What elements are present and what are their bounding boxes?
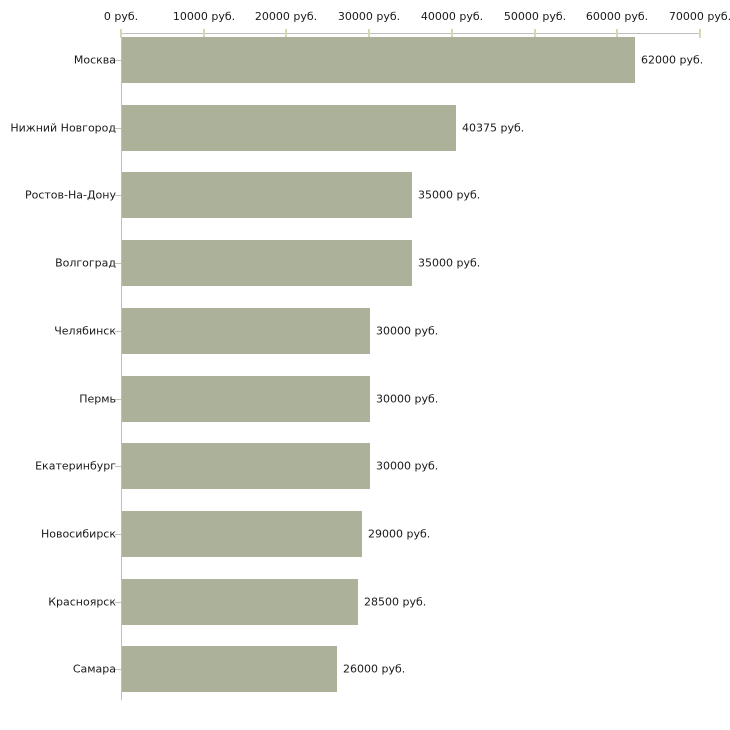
category-label: Нижний Новгород [10, 121, 116, 135]
x-axis-line [121, 33, 701, 34]
category-label: Екатеринбург [35, 459, 116, 473]
bar-1 [122, 37, 635, 83]
bar-5 [122, 308, 370, 354]
x-axis-tick-label: 20000 руб. [254, 10, 318, 23]
category-label: Челябинск [54, 324, 116, 338]
x-axis-tick-label: 60000 руб. [585, 10, 649, 23]
x-axis-tick-mark [120, 29, 122, 38]
bar-3 [122, 172, 412, 218]
value-label: 62000 руб. [641, 53, 704, 67]
y-axis-tick-mark [115, 128, 121, 129]
category-label: Пермь [79, 392, 116, 406]
y-axis-line [121, 33, 122, 700]
x-axis-tick-mark [451, 29, 453, 38]
y-axis-tick-mark [115, 399, 121, 400]
bar-2 [122, 105, 456, 151]
y-axis-tick-mark [115, 669, 121, 670]
x-axis-tick-label: 0 руб. [103, 10, 139, 23]
x-axis-tick-label: 10000 руб. [172, 10, 236, 23]
bar-8 [122, 511, 362, 557]
category-label: Красноярск [48, 595, 116, 609]
y-axis-tick-mark [115, 60, 121, 61]
y-axis-tick-mark [115, 466, 121, 467]
category-label: Новосибирск [40, 527, 116, 541]
x-axis-tick-mark [368, 29, 370, 38]
y-axis-tick-mark [115, 195, 121, 196]
bar-6 [122, 376, 370, 422]
x-axis-tick-label: 70000 руб. [668, 10, 730, 23]
category-label: Ростов-На-Дону [24, 188, 116, 202]
y-axis-tick-mark [115, 331, 121, 332]
category-label: Волгоград [55, 256, 116, 270]
value-label: 30000 руб. [376, 324, 439, 338]
y-axis-tick-mark [115, 263, 121, 264]
y-axis-tick-mark [115, 602, 121, 603]
x-axis-tick-mark [203, 29, 205, 38]
y-axis-tick-mark [115, 534, 121, 535]
category-label: Самара [72, 662, 116, 676]
x-axis-tick-mark [534, 29, 536, 38]
value-label: 30000 руб. [376, 459, 439, 473]
bar-7 [122, 443, 370, 489]
category-label: Москва [73, 53, 116, 67]
x-axis-tick-label: 50000 руб. [503, 10, 567, 23]
x-axis-tick-mark [285, 29, 287, 38]
bar-9 [122, 579, 358, 625]
value-label: 35000 руб. [418, 188, 481, 202]
value-label: 26000 руб. [343, 662, 406, 676]
bar-4 [122, 240, 412, 286]
value-label: 35000 руб. [418, 256, 481, 270]
value-label: 30000 руб. [376, 392, 439, 406]
value-label: 29000 руб. [368, 527, 431, 541]
x-axis-tick-label: 30000 руб. [337, 10, 401, 23]
value-label: 40375 руб. [462, 121, 525, 135]
x-axis-tick-label: 40000 руб. [420, 10, 484, 23]
x-axis-tick-mark [616, 29, 618, 38]
x-axis-tick-mark [699, 29, 701, 38]
value-label: 28500 руб. [364, 595, 427, 609]
bar-10 [122, 646, 337, 692]
